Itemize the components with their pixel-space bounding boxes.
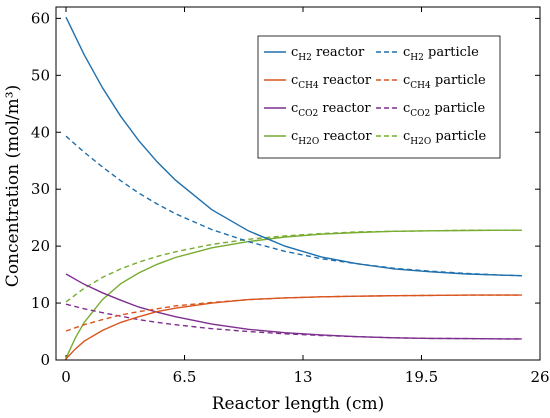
series-line-co2-reactor <box>65 273 522 340</box>
legend-box <box>257 35 501 159</box>
series-lines <box>65 16 522 360</box>
x-axis-label: Reactor length (cm) <box>212 394 385 414</box>
y-tick-label: 20 <box>31 237 50 255</box>
plot-frame <box>55 6 541 361</box>
ticks: 0 6.5 13 19.5 26 0 10 20 30 40 50 60 <box>31 7 550 386</box>
x-tick-label: 19.5 <box>405 368 438 386</box>
x-tick-label: 6.5 <box>173 368 197 386</box>
series-line-ch4-particle <box>65 294 522 332</box>
legend-entry-h2o-reactor: cH2O reactor <box>264 129 372 147</box>
y-tick-label: 60 <box>31 9 50 27</box>
legend-label: cCO2 reactor <box>291 101 371 119</box>
legend-label: cCH4 reactor <box>291 73 372 91</box>
x-tick-label: 26 <box>530 368 549 386</box>
legend-entry-ch4-particle: cCH4 particle <box>376 73 486 91</box>
series-line-h2o-reactor <box>65 229 522 359</box>
series-line-h2o-particle <box>65 229 522 303</box>
x-tick-label: 13 <box>293 368 312 386</box>
legend-entry-co2-reactor: cCO2 reactor <box>264 101 371 119</box>
legend-label: cH2 reactor <box>291 45 365 63</box>
y-tick-label: 10 <box>31 294 50 312</box>
legend-label: cH2O particle <box>403 129 487 147</box>
series-line-ch4-reactor <box>65 294 522 360</box>
legend-label: cH2O reactor <box>291 129 372 147</box>
legend-entry-ch4-reactor: cCH4 reactor <box>264 73 372 91</box>
legend: cH2 reactor cH2 particle cCH4 reactor cCH4 … <box>257 35 501 159</box>
series-line-h2-reactor <box>65 16 522 277</box>
legend-label: cH2 particle <box>403 45 479 63</box>
legend-entry-h2-reactor: cH2 reactor <box>264 45 365 63</box>
y-axis-label: Concentration (mol/m³) <box>3 85 23 287</box>
y-tick-label: 40 <box>31 123 50 141</box>
y-tick-label: 50 <box>31 66 50 84</box>
legend-label: cCO2 particle <box>403 101 486 119</box>
legend-label: cCH4 particle <box>403 73 486 91</box>
legend-entry-co2-particle: cCO2 particle <box>376 101 486 119</box>
legend-entry-h2-particle: cH2 particle <box>376 45 479 63</box>
legend-entry-h2o-particle: cH2O particle <box>376 129 487 147</box>
y-tick-label: 30 <box>31 180 50 198</box>
y-tick-label: 0 <box>40 351 50 369</box>
x-tick-label: 0 <box>61 368 71 386</box>
